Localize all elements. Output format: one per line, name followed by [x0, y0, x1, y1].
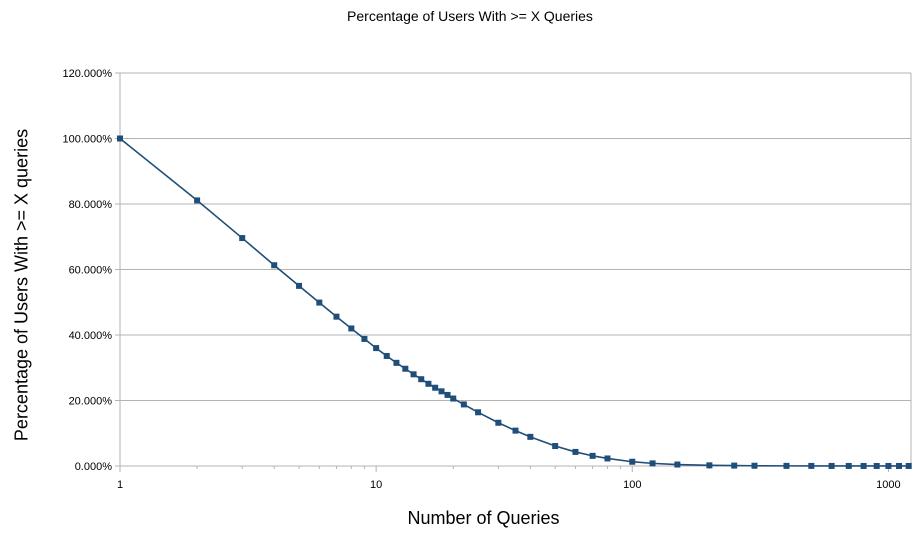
series-line [119, 137, 909, 467]
data-point [873, 462, 880, 469]
y-tick-label: 0.000% [75, 461, 113, 473]
data-point [495, 419, 502, 426]
data-point [239, 235, 246, 242]
data-point [444, 391, 451, 398]
data-point [410, 371, 417, 378]
data-point [418, 376, 425, 383]
x-tick-label: 1000 [876, 479, 900, 491]
grid-lines [120, 72, 911, 401]
data-point [333, 313, 340, 320]
data-point [383, 352, 390, 359]
data-point [828, 462, 835, 469]
data-point [845, 462, 852, 469]
data-point [783, 462, 790, 469]
data-point [348, 325, 355, 332]
data-point [361, 335, 368, 342]
data-point [552, 443, 559, 450]
data-point [860, 462, 867, 469]
data-point [905, 462, 912, 469]
y-tick-label: 120.000% [62, 68, 112, 80]
data-point [808, 462, 815, 469]
y-tick-label: 80.000% [69, 199, 113, 211]
y-tick-label: 20.000% [69, 396, 113, 408]
x-axis-title: Number of Queries [407, 508, 560, 528]
data-point [373, 345, 380, 352]
chart-title: Percentage of Users With >= X Queries [347, 8, 593, 24]
data-point [629, 458, 636, 465]
x-tick-label: 10 [370, 479, 382, 491]
data-point [572, 448, 579, 455]
data-point [604, 455, 611, 462]
series-layer [117, 135, 912, 469]
data-point [706, 462, 713, 469]
data-point [527, 433, 534, 440]
data-point [117, 135, 123, 142]
data-point [402, 365, 409, 372]
data-point [649, 460, 656, 467]
y-tick-label: 40.000% [69, 330, 113, 342]
data-point [450, 395, 457, 402]
data-point [316, 299, 323, 306]
data-point [751, 462, 758, 469]
data-point [438, 388, 445, 395]
axes [115, 72, 912, 472]
data-point [896, 462, 903, 469]
data-point [512, 427, 519, 434]
data-point [589, 452, 596, 459]
data-point [885, 462, 892, 469]
tick-labels: 0.000% 20.000% 40.000% 60.000% 80.000% 100.00… [62, 68, 900, 491]
y-tick-label: 60.000% [69, 265, 113, 277]
x-tick-label: 1 [117, 479, 123, 491]
data-point [425, 380, 432, 387]
data-point [674, 461, 681, 468]
data-point [194, 197, 201, 204]
data-point [731, 462, 738, 469]
data-point [460, 401, 467, 408]
y-axis-title: Percentage of Users With >= X queries [11, 128, 32, 442]
data-point [393, 359, 400, 366]
y-tick-label: 100.000% [62, 134, 112, 146]
data-point [296, 282, 303, 289]
x-tick-label: 100 [623, 479, 641, 491]
data-point [271, 262, 278, 269]
data-point [475, 409, 482, 416]
data-point [432, 384, 439, 391]
